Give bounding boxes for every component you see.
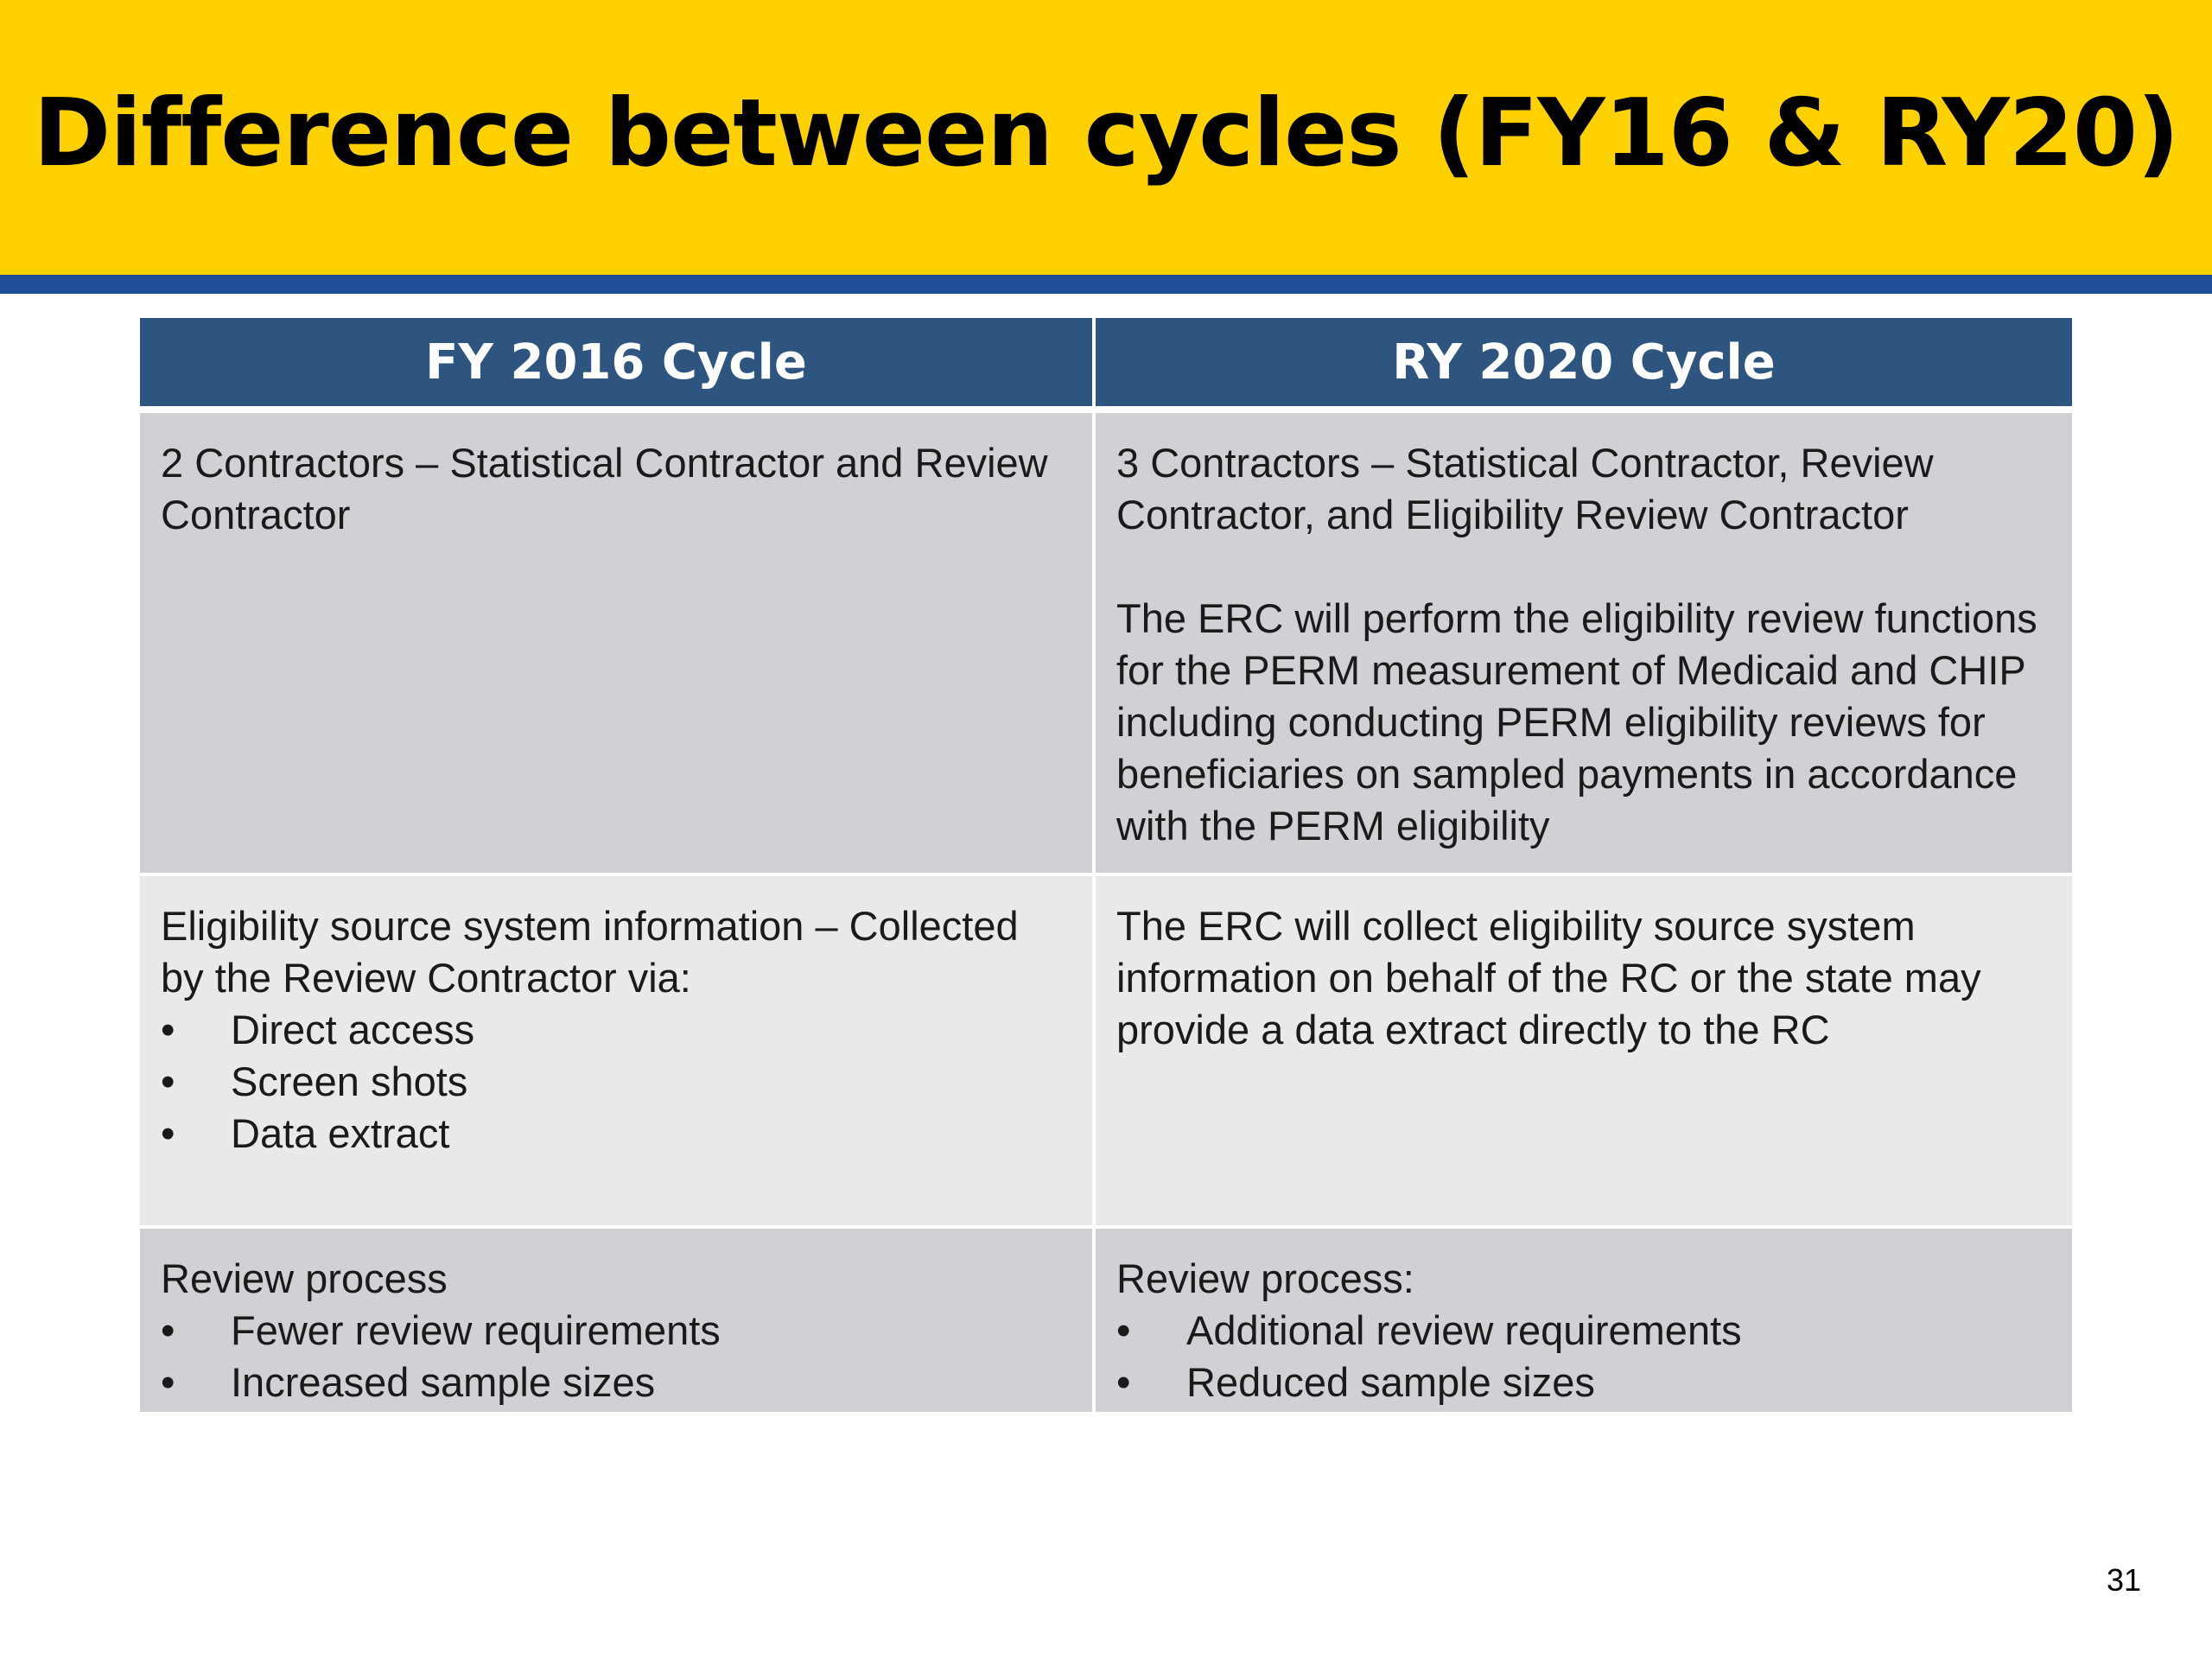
cell-fy2016-review: Review process Fewer review requirements… [140, 1229, 1092, 1412]
comparison-table: FY 2016 Cycle RY 2020 Cycle 2 Contractor… [140, 318, 2072, 1412]
table-row-review-process: Review process Fewer review requirements… [140, 1229, 2072, 1412]
list-item: Reduced sample sizes [1116, 1357, 2051, 1408]
cell-text: Review process [161, 1255, 448, 1301]
cell-ry2020-eligibility: The ERC will collect eligibility source … [1092, 876, 2072, 1229]
table-header-row: FY 2016 Cycle RY 2020 Cycle [140, 318, 2072, 413]
cell-ry2020-review: Review process: Additional review requir… [1092, 1229, 2072, 1412]
cell-fy2016-contractors: 2 Contractors – Statistical Contractor a… [140, 413, 1092, 876]
title-band [0, 0, 2212, 275]
table-row-eligibility-info: Eligibility source system information – … [140, 876, 2072, 1229]
cell-text: 2 Contractors – Statistical Contractor a… [161, 440, 1048, 537]
cell-text: Review process: [1116, 1255, 1414, 1301]
table-row-contractors: 2 Contractors – Statistical Contractor a… [140, 413, 2072, 876]
page-number: 31 [2106, 1562, 2141, 1598]
cell-fy2016-eligibility: Eligibility source system information – … [140, 876, 1092, 1229]
bullet-list: Fewer review requirements Increased samp… [161, 1305, 1071, 1408]
bullet-list: Direct access Screen shots Data extract [161, 1004, 1071, 1160]
title-divider [0, 275, 2212, 294]
slide-title: Difference between cycles (FY16 & RY20) [33, 79, 2180, 188]
list-item: Fewer review requirements [161, 1305, 1071, 1357]
column-header-fy2016: FY 2016 Cycle [140, 318, 1092, 413]
list-item: Data extract [161, 1108, 1071, 1160]
cell-text: 3 Contractors – Statistical Contractor, … [1116, 440, 1934, 537]
cell-text: The ERC will perform the eligibility rev… [1116, 595, 2037, 849]
bullet-list: Additional review requirements Reduced s… [1116, 1305, 2051, 1408]
list-item: Screen shots [161, 1056, 1071, 1108]
cell-ry2020-contractors: 3 Contractors – Statistical Contractor, … [1092, 413, 2072, 876]
cell-text: Eligibility source system information – … [161, 903, 1019, 1001]
cell-text: The ERC will collect eligibility source … [1116, 903, 1981, 1052]
column-header-ry2020: RY 2020 Cycle [1092, 318, 2072, 413]
list-item: Increased sample sizes [161, 1357, 1071, 1408]
list-item: Additional review requirements [1116, 1305, 2051, 1357]
list-item: Direct access [161, 1004, 1071, 1056]
